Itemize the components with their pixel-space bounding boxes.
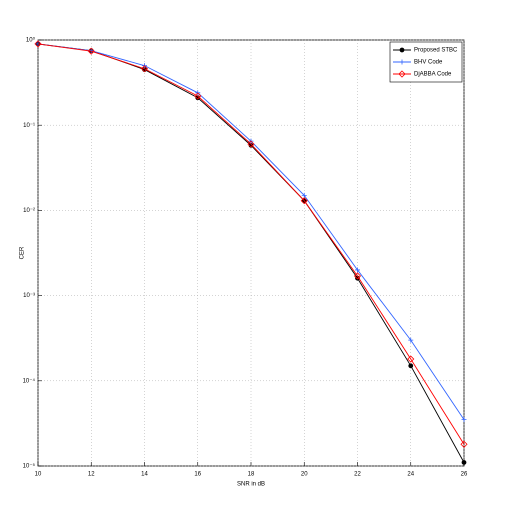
marker	[460, 440, 468, 448]
x-tick-label: 12	[88, 472, 95, 478]
legend-label: Proposed STBC	[414, 48, 458, 54]
marker	[408, 337, 414, 343]
marker	[140, 65, 149, 73]
legend-marker	[399, 59, 405, 65]
marker	[353, 272, 362, 280]
marker	[300, 197, 308, 205]
legend-label: BHV Code	[414, 60, 443, 66]
legend-marker	[398, 70, 406, 78]
x-tick-label: 20	[301, 472, 308, 478]
x-tick-label: 24	[407, 472, 414, 478]
y-tick-label: 10⁻²	[23, 208, 35, 214]
series-line	[37, 43, 465, 445]
y-tick-label: 10⁻⁴	[23, 377, 36, 384]
marker	[355, 267, 360, 273]
legend-label: DjABBA Code	[414, 72, 452, 78]
marker	[34, 40, 42, 48]
x-tick-label: 16	[194, 472, 201, 478]
marker	[408, 363, 414, 369]
marker	[461, 417, 467, 423]
marker	[87, 47, 95, 55]
x-tick-label: 14	[141, 472, 148, 478]
marker	[407, 355, 415, 363]
marker	[461, 460, 467, 465]
legend-marker	[399, 47, 405, 53]
y-tick-label: 10⁰	[26, 37, 36, 44]
x-tick-label: 22	[354, 472, 361, 478]
y-axis-label: CER	[20, 246, 26, 259]
x-tick-label: 26	[461, 472, 468, 478]
x-axis-label: SNR in dB	[237, 482, 265, 488]
x-tick-label: 18	[248, 472, 255, 478]
y-tick-label: 10⁻⁵	[23, 463, 36, 470]
y-tick-label: 10⁻³	[23, 293, 35, 299]
marker	[247, 140, 255, 148]
marker	[194, 92, 202, 100]
marker	[301, 192, 307, 198]
x-tick-label: 10	[35, 472, 42, 478]
y-tick-label: 10⁻¹	[23, 123, 35, 129]
